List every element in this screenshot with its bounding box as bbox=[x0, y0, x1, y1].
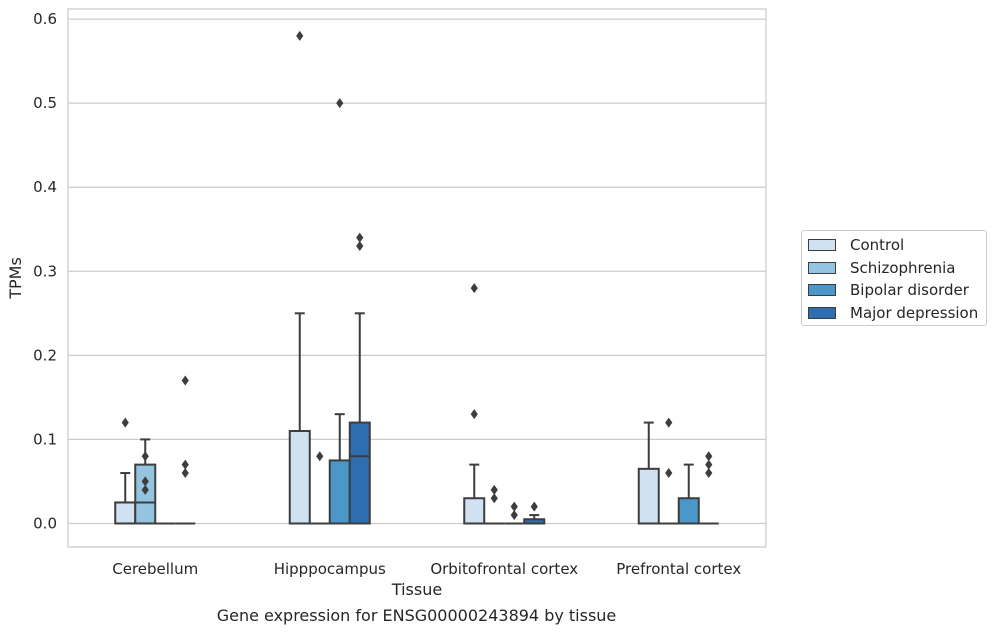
outlier-point bbox=[141, 451, 149, 462]
box-group-major-depression-cerebellum bbox=[175, 375, 196, 525]
box-group-control-prefrontal-cortex bbox=[637, 421, 660, 525]
outlier-point bbox=[470, 283, 478, 294]
x-tick-labels: Cerebellum Hipppocampus Orbitofrontal cort… bbox=[112, 560, 741, 578]
y-axis-label: TPMs bbox=[6, 257, 25, 300]
box-control-prefrontal-cortex bbox=[637, 467, 660, 525]
box-group-control-orbitofrontal-cortex bbox=[463, 283, 486, 525]
legend-item-bipolar-disorder: Bipolar disorder bbox=[808, 280, 969, 300]
box-bipolar-disorder-prefrontal-cortex bbox=[677, 497, 700, 525]
y-tick-label: 0.2 bbox=[33, 346, 57, 364]
legend-item-control: Control bbox=[808, 235, 904, 255]
box-major-depression-hipppocampus bbox=[348, 421, 371, 525]
legend-swatch-major-depression bbox=[808, 307, 836, 319]
outlier-point bbox=[181, 459, 189, 470]
box-group-schizophrenia-prefrontal-cortex bbox=[658, 417, 679, 525]
x-tick-label-hipppocampus: Hipppocampus bbox=[274, 560, 386, 578]
outlier-point bbox=[181, 375, 189, 386]
box-bipolar-disorder-hipppocampus bbox=[328, 459, 351, 525]
outlier-point bbox=[336, 98, 344, 109]
y-tick-label: 0.3 bbox=[33, 262, 57, 280]
legend-label-major-depression: Major depression bbox=[850, 304, 979, 322]
outlier-point bbox=[665, 468, 673, 479]
box-marks bbox=[114, 30, 719, 525]
legend-item-schizophrenia: Schizophrenia bbox=[808, 258, 955, 278]
outlier-point bbox=[490, 484, 498, 495]
outlier-point bbox=[141, 484, 149, 495]
box-plot-chart: 0.0 0.1 0.2 0.3 0.4 0.5 0.6 Cerebellum Hipppoca… bbox=[6, 8, 767, 599]
outlier-point bbox=[141, 476, 149, 487]
plot-area-frame bbox=[67, 8, 767, 548]
legend-item-major-depression: Major depression bbox=[808, 303, 978, 323]
figure-caption: Gene expression for ENSG00000243894 by t… bbox=[216, 606, 617, 625]
legend-label-control: Control bbox=[850, 236, 905, 254]
legend-swatch-bipolar-disorder bbox=[808, 284, 836, 296]
x-tick-label-orbitofrontal-cortex: Orbitofrontal cortex bbox=[430, 560, 578, 578]
legend: Control Schizophrenia Bipolar disorder M… bbox=[801, 230, 987, 326]
outlier-point bbox=[490, 493, 498, 504]
outlier-point bbox=[705, 459, 713, 470]
x-tick-label-prefrontal-cortex: Prefrontal cortex bbox=[616, 560, 741, 578]
y-tick-label: 0.5 bbox=[33, 94, 57, 112]
outlier-point bbox=[665, 417, 673, 428]
box-group-major-depression-orbitofrontal-cortex bbox=[523, 501, 546, 525]
outlier-point bbox=[705, 451, 713, 462]
box-group-control-hipppocampus bbox=[288, 30, 311, 525]
outlier-point bbox=[356, 232, 364, 243]
outlier-point bbox=[705, 468, 713, 479]
box-control-orbitofrontal-cortex bbox=[463, 497, 486, 525]
y-tick-labels: 0.0 0.1 0.2 0.3 0.4 0.5 0.6 bbox=[33, 10, 57, 532]
legend-label-bipolar-disorder: Bipolar disorder bbox=[850, 281, 969, 299]
legend-swatch-control bbox=[808, 239, 836, 251]
box-group-schizophrenia-hipppocampus bbox=[309, 451, 330, 525]
outlier-point bbox=[530, 501, 538, 512]
legend-label-schizophrenia: Schizophrenia bbox=[850, 259, 956, 277]
y-tick-label: 0.0 bbox=[33, 514, 57, 532]
y-tick-label: 0.1 bbox=[33, 430, 57, 448]
box-group-major-depression-hipppocampus bbox=[348, 232, 371, 525]
outlier-point bbox=[121, 417, 129, 428]
box-group-major-depression-prefrontal-cortex bbox=[698, 451, 719, 525]
y-tick-label: 0.4 bbox=[33, 178, 57, 196]
legend-swatch-schizophrenia bbox=[808, 262, 836, 274]
outlier-point bbox=[470, 409, 478, 420]
box-group-bipolar-disorder-prefrontal-cortex bbox=[677, 463, 700, 525]
grid-lines bbox=[68, 18, 766, 525]
box-control-hipppocampus bbox=[288, 429, 311, 525]
box-control-cerebellum bbox=[114, 501, 137, 525]
outlier-point bbox=[296, 30, 304, 41]
y-tick-label: 0.6 bbox=[33, 10, 57, 28]
outlier-point bbox=[316, 451, 324, 462]
outlier-point bbox=[510, 501, 518, 512]
outlier-point bbox=[510, 510, 518, 521]
x-tick-label-cerebellum: Cerebellum bbox=[112, 560, 198, 578]
box-group-control-cerebellum bbox=[114, 417, 137, 525]
box-group-schizophrenia-orbitofrontal-cortex bbox=[484, 484, 505, 525]
box-group-bipolar-disorder-orbitofrontal-cortex bbox=[504, 501, 525, 525]
x-axis-label: Tissue bbox=[391, 580, 442, 599]
outlier-point bbox=[181, 468, 189, 479]
box-group-schizophrenia-cerebellum bbox=[134, 438, 157, 525]
box-group-bipolar-disorder-hipppocampus bbox=[328, 98, 351, 525]
outlier-point bbox=[356, 241, 364, 252]
